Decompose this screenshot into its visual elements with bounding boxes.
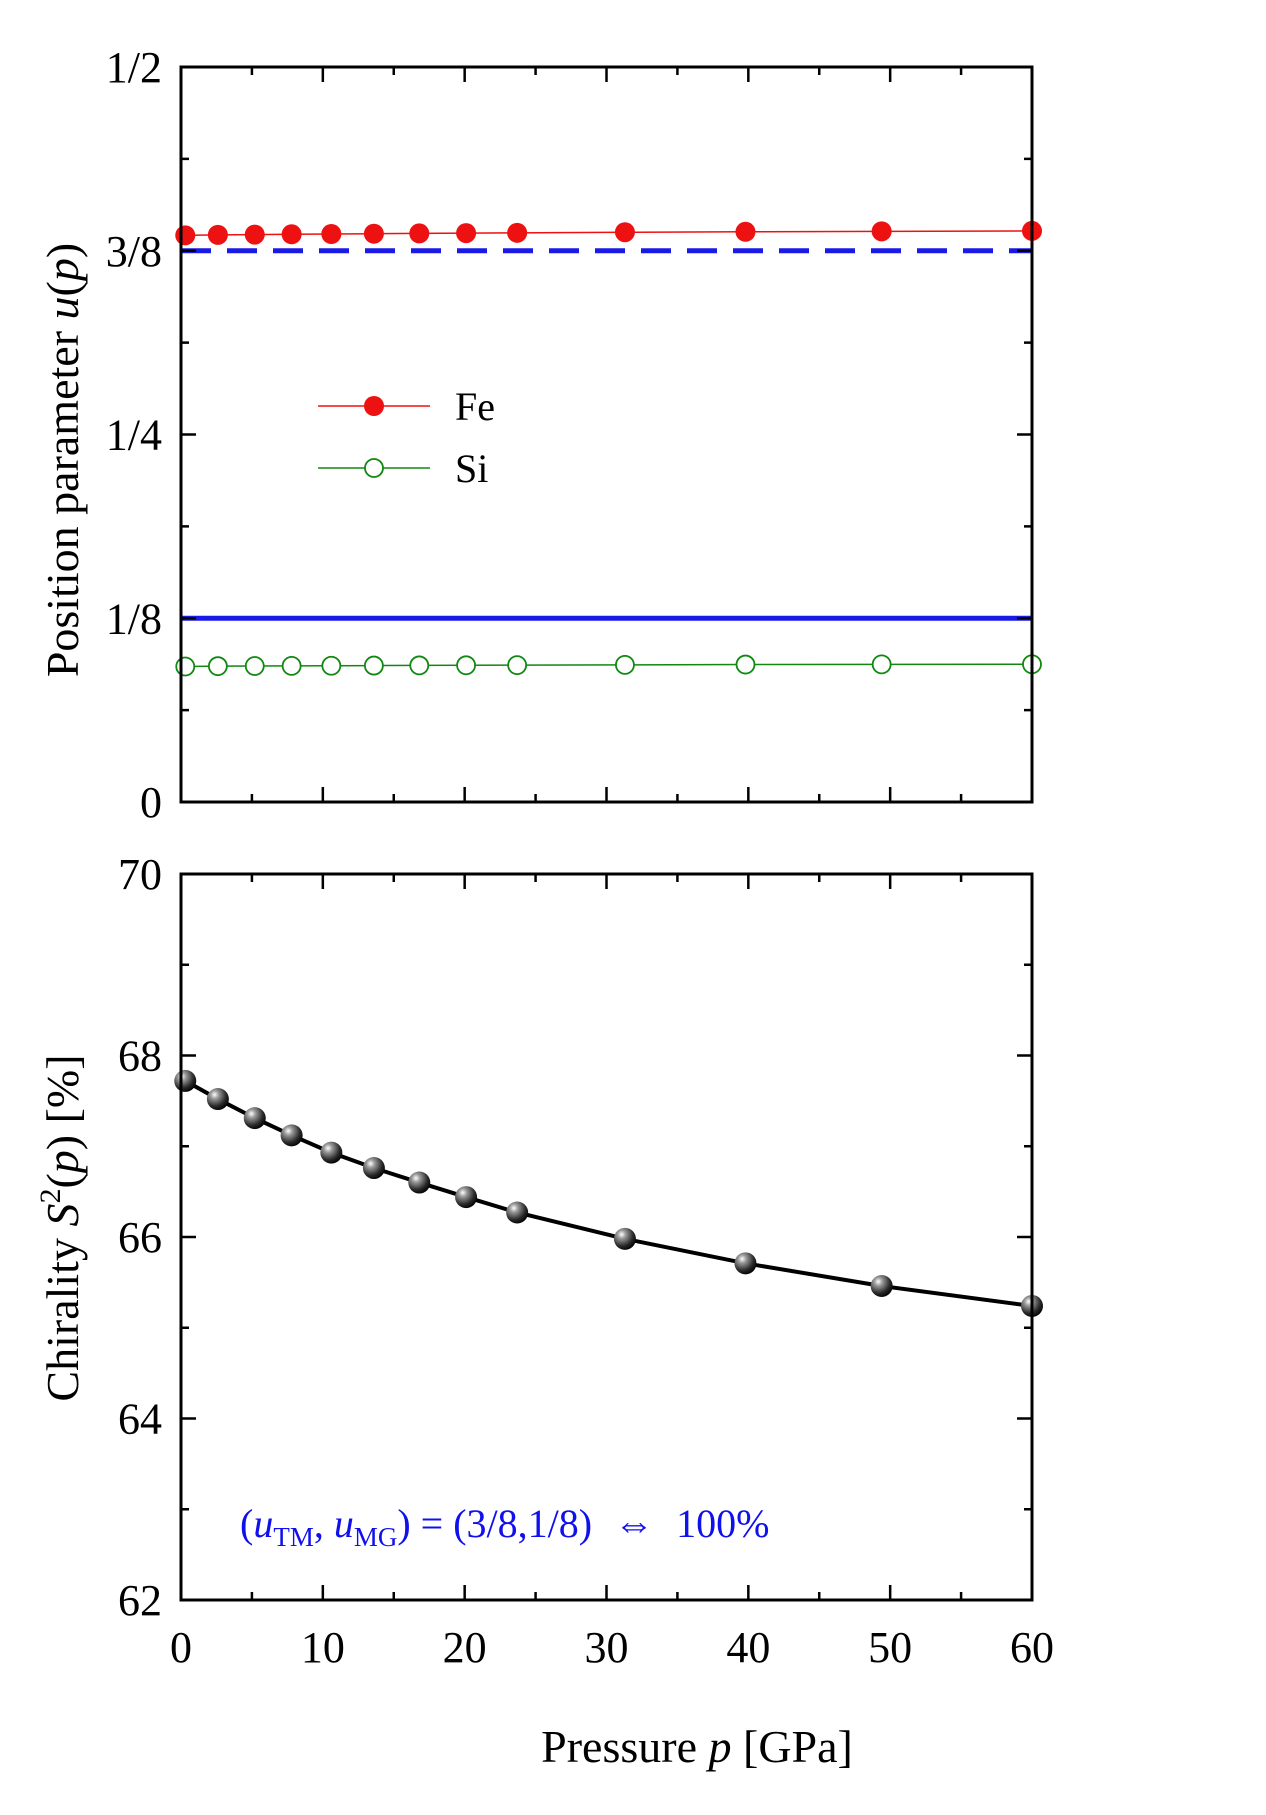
point-s2-0 [174,1069,197,1092]
top-ytick-label-0: 0 [140,778,162,827]
top-series [175,220,1042,677]
bottom-y-axis-title: Chirality S2(p) [%] [34,1054,88,1401]
point-si-5 [363,655,384,676]
xtick-label-6: 60 [1010,1623,1054,1672]
point-si-9 [615,654,635,675]
point-s2-3 [280,1124,303,1147]
xtick-label-2: 20 [443,1623,487,1672]
point-s2-9 [613,1227,636,1250]
bottom-ytick-label-2: 66 [118,1213,162,1262]
point-fe-9 [614,222,635,243]
point-s2-4 [320,1141,343,1164]
top-ticks [179,65,1034,804]
xtick-label-0: 0 [170,1623,192,1672]
point-fe-6 [409,223,430,244]
point-s2-10 [734,1252,757,1275]
point-si-2 [244,656,265,676]
point-fe-10 [735,221,756,242]
top-y-tick-labels: 0 1/8 1/4 3/8 1/2 [106,43,162,827]
top-ytick-label-4: 1/2 [106,43,162,92]
point-s2-2 [243,1107,266,1130]
top-y-axis-title-text: Position parameter [37,331,88,677]
top-ytick-label-3: 3/8 [106,227,162,276]
xtick-label-1: 10 [301,1623,345,1672]
bottom-ytick-label-1: 64 [118,1395,162,1444]
point-si-11 [871,654,892,675]
xtick-label-5: 50 [868,1623,912,1672]
bottom-y-axis-symbol: S [37,1204,88,1227]
bottom-plot-frame [179,872,1034,1602]
point-s2-1 [206,1088,229,1111]
xtick-label-4: 40 [726,1623,770,1672]
point-si-3 [281,655,302,676]
point-fe-5 [363,223,384,244]
top-reference-lines [181,248,1032,621]
point-fe-0 [175,225,196,246]
point-fe-8 [507,222,528,243]
series-line-s2 [184,1079,1033,1308]
bottom-series [174,1069,1043,1317]
point-s2-8 [506,1201,529,1224]
annotation: (uTM, uMG) = (3/8,1/8) ⇔ 100% [240,1501,769,1552]
point-fe-4 [321,223,342,244]
point-s2-5 [362,1157,385,1180]
bottom-y-axis-unit: [%] [37,1054,88,1123]
series-line-si [185,663,1033,668]
point-si-6 [409,655,430,676]
point-s2-6 [408,1171,431,1194]
point-fe-1 [207,224,228,245]
top-y-axis-symbol: u [37,296,88,319]
bottom-y-axis-title-text: Chirality [37,1238,88,1402]
point-fe-2 [244,224,265,245]
top-y-axis-arg: p [37,258,88,284]
top-ytick-label-1: 1/8 [106,594,162,643]
legend-label-si: Si [455,446,488,491]
point-s2-11 [870,1275,893,1298]
bottom-ytick-label-4: 70 [118,850,162,899]
bottom-panel: 62 64 66 68 70 0 10 20 30 40 50 60 Chirality S2(p)… [34,850,1054,1772]
point-si-4 [321,655,342,676]
legend-label-fe: Fe [455,384,495,429]
point-si-1 [207,656,228,677]
x-axis-title: Pressure p [GPa] [541,1721,853,1772]
point-fe-11 [871,221,892,242]
legend-entry-fe: Fe [318,384,495,429]
top-ytick-label-2: 1/4 [106,411,162,460]
bottom-ticks [179,872,1034,1602]
series-line-fe [185,230,1033,237]
legend-entry-si: Si [318,446,488,491]
point-fe-7 [456,223,477,244]
top-y-axis-title: Position parameter u(p) [37,243,88,677]
x-axis-unit: [GPa] [743,1721,853,1772]
bottom-y-axis-arg: p [37,1150,88,1176]
point-s2-7 [455,1186,478,1209]
bottom-ytick-label-0: 62 [118,1576,162,1625]
xtick-label-3: 30 [585,1623,629,1672]
x-tick-labels: 0 10 20 30 40 50 60 [170,1623,1054,1672]
point-si-8 [507,655,528,676]
point-si-0 [175,656,196,677]
x-axis-symbol: p [706,1721,732,1772]
bottom-y-axis-sup: 2 [34,1189,67,1204]
top-panel: 0 1/8 1/4 3/8 1/2 Position parameter u(p) Fe… [37,43,1042,827]
bottom-ytick-label-3: 68 [118,1032,162,1081]
bottom-y-tick-labels: 62 64 66 68 70 [118,850,162,1625]
point-fe-3 [281,224,302,245]
top-plot-frame [179,65,1034,804]
legend: Fe Si [318,384,495,491]
point-si-7 [456,655,476,676]
x-axis-title-text: Pressure [541,1721,697,1772]
point-si-10 [735,654,756,675]
